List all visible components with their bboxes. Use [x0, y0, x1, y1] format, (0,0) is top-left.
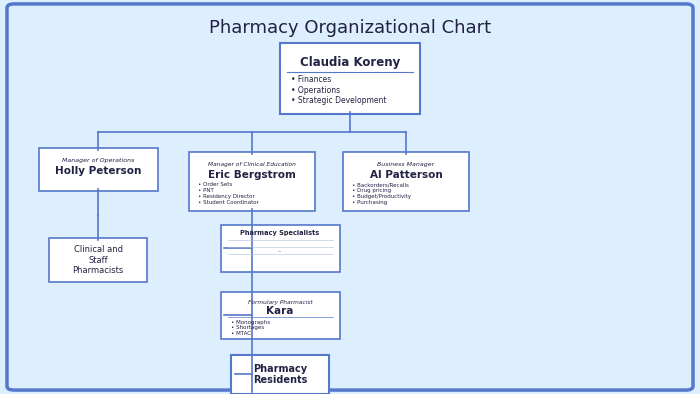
Text: Eric Bergstrom: Eric Bergstrom: [208, 170, 296, 180]
Text: • Finances
• Operations
• Strategic Development: • Finances • Operations • Strategic Deve…: [291, 76, 387, 105]
FancyBboxPatch shape: [220, 292, 340, 339]
Text: Formulary Pharmacist: Formulary Pharmacist: [248, 300, 312, 305]
FancyBboxPatch shape: [280, 43, 420, 114]
Text: • Backorders/Recalls
• Drug pricing
• Budget/Productivity
• Purchasing: • Backorders/Recalls • Drug pricing • Bu…: [352, 182, 412, 205]
Text: Manager of Operations: Manager of Operations: [62, 158, 134, 163]
FancyBboxPatch shape: [189, 152, 315, 211]
Text: Pharmacy Specialists: Pharmacy Specialists: [240, 230, 320, 236]
Text: Holly Peterson: Holly Peterson: [55, 166, 141, 177]
FancyBboxPatch shape: [343, 152, 469, 211]
Text: Claudia Koreny: Claudia Koreny: [300, 56, 400, 69]
FancyBboxPatch shape: [231, 355, 329, 394]
Text: • Monographs
• Shortages
• MTAC: • Monographs • Shortages • MTAC: [231, 320, 270, 336]
FancyBboxPatch shape: [220, 225, 340, 272]
Text: ...: ...: [278, 248, 282, 253]
Text: Pharmacy
Residents: Pharmacy Residents: [253, 364, 307, 385]
FancyBboxPatch shape: [38, 148, 158, 191]
Text: Manager of Clinical Education: Manager of Clinical Education: [208, 162, 296, 167]
Text: Pharmacy Organizational Chart: Pharmacy Organizational Chart: [209, 19, 491, 37]
Text: Clinical and
Staff
Pharmacists: Clinical and Staff Pharmacists: [72, 245, 124, 275]
Text: Kara: Kara: [266, 306, 294, 316]
FancyBboxPatch shape: [49, 238, 147, 282]
Text: • Order Sets
• PNT
• Residency Director
• Student Coordinator: • Order Sets • PNT • Residency Director …: [199, 182, 259, 205]
Text: Business Manager: Business Manager: [377, 162, 435, 167]
Text: Al Patterson: Al Patterson: [370, 170, 442, 180]
